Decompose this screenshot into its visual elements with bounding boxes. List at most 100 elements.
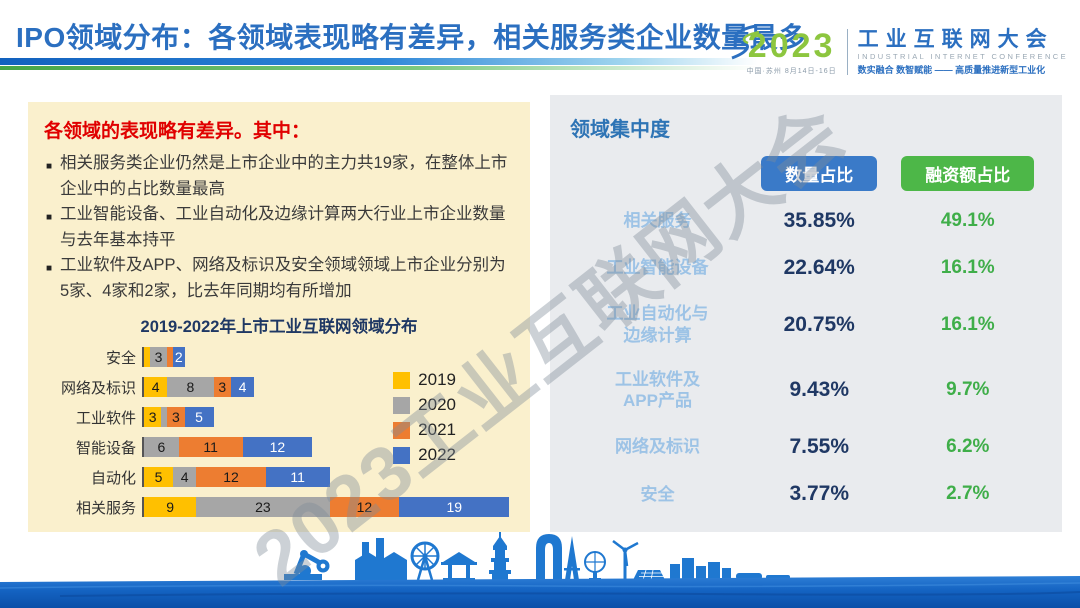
funding-share-value: 16.1% bbox=[940, 256, 995, 278]
bar-segment-2022: 5 bbox=[184, 407, 214, 428]
bullet-text: 工业软件及APP、网络及标识及安全领域领域上市企业分别为5家、4家和2家，比去年… bbox=[60, 256, 506, 300]
bar-segment-2019: 4 bbox=[144, 377, 168, 398]
bullet-marker-icon: ■ bbox=[46, 161, 53, 172]
bar-segment-2022: 4 bbox=[230, 377, 255, 398]
page-title: IPO领域分布：各领域表现略有差异，相关服务类企业数量最多 bbox=[16, 22, 807, 53]
eiffel-tower-icon bbox=[564, 536, 580, 580]
bullet-item: ■ 工业智能设备、工业自动化及边缘计算两大行业上市企业数量与去年基本持平 bbox=[44, 202, 514, 253]
bar-chart: 安全 3 2 网络及标识 4 8 3 4 工业软件 3 3 5 智能设备 6 11 12 自动化 5 4 12 11 相关… bbox=[44, 346, 514, 518]
logo-swoosh-icon bbox=[731, 24, 760, 60]
bar-segment-2022: 2 bbox=[172, 347, 185, 368]
bullet-marker-icon: ■ bbox=[46, 263, 53, 275]
bar-segment-2021: 12 bbox=[196, 467, 266, 488]
bar-segment-2019: 3 bbox=[144, 407, 162, 428]
header-divider-blue bbox=[0, 58, 758, 65]
table-row: 工业智能设备 22.64% 16.1% bbox=[570, 256, 1042, 280]
chart-category-label: 安全 bbox=[105, 349, 136, 367]
bar-segment-2020: 6 bbox=[144, 437, 179, 458]
bar-segment-2020 bbox=[161, 407, 168, 428]
legend-label: 2019 bbox=[418, 370, 456, 390]
pagoda-tower-icon bbox=[489, 532, 511, 580]
robot-arm-icon bbox=[284, 550, 330, 580]
logo-name: 工业互联网大会 bbox=[857, 28, 1054, 51]
factory-icon bbox=[355, 538, 407, 580]
header-divider-green bbox=[0, 66, 758, 70]
stacked-bar: 6 11 12 bbox=[142, 437, 514, 458]
bullet-text: 相关服务类企业仍然是上市企业中的主力共19家，在整体上市企业中的占比数量最高 bbox=[60, 154, 508, 198]
bar-segment-2020: 3 bbox=[149, 347, 168, 368]
bar-segment-2022: 12 bbox=[242, 437, 313, 458]
ferris-wheel-icon bbox=[410, 541, 440, 581]
logo-year: 2023 bbox=[747, 26, 836, 65]
funding-share-value: 2.7% bbox=[946, 483, 990, 505]
legend-swatch bbox=[393, 446, 411, 464]
legend-swatch bbox=[393, 371, 411, 389]
funding-share-value: 16.1% bbox=[940, 313, 995, 335]
concentration-heading: 领域集中度 bbox=[570, 119, 670, 141]
bullet-text: 工业智能设备、工业自动化及边缘计算两大行业上市企业数量与去年基本持平 bbox=[60, 205, 506, 249]
sector-label: 网络及标识 bbox=[615, 437, 700, 457]
analysis-heading: 各领域的表现略有差异。其中： bbox=[44, 121, 311, 142]
bullet-marker-icon: ■ bbox=[46, 212, 53, 224]
chart-row: 安全 3 2 bbox=[44, 346, 514, 368]
bar-segment-2021: 3 bbox=[213, 377, 231, 398]
legend-item: 2021 bbox=[393, 420, 456, 440]
chart-category-label: 工业软件 bbox=[75, 409, 136, 427]
bullet-list: ■ 相关服务类企业仍然是上市企业中的主力共19家，在整体上市企业中的占比数量最高 ■… bbox=[44, 151, 514, 304]
bar-segment-2022: 19 bbox=[399, 497, 510, 518]
concentration-panel: 领域集中度 数量占比 融资额占比 相关服务 35.85% 49.1% 工业智能设备 22… bbox=[550, 95, 1062, 532]
chart-legend: 2019 2020 2021 2022 bbox=[393, 370, 456, 465]
logo-slogan: 数实融合 数智赋能 —— 高质量推进新型工业化 bbox=[857, 65, 1046, 76]
bar-segment-2020: 4 bbox=[173, 467, 197, 488]
legend-label: 2020 bbox=[418, 395, 456, 415]
buildings-icon bbox=[670, 558, 731, 580]
logo-separator bbox=[846, 29, 848, 76]
logo-name-block: 工业互联网大会 INDUSTRIAL INTERNET CONFERENCE 数… bbox=[858, 28, 1068, 76]
spacer-cell bbox=[570, 156, 745, 191]
logo-name-en: INDUSTRIAL INTERNET CONFERENCE bbox=[857, 52, 1068, 62]
gate-tower-icon bbox=[536, 534, 562, 580]
legend-label: 2022 bbox=[418, 445, 456, 465]
conference-logo: 2023 中国·苏州 8月14日-16日 工业互联网大会 INDUSTRIAL … bbox=[731, 24, 1068, 76]
legend-swatch bbox=[393, 396, 411, 414]
stacked-bar: 5 4 12 11 bbox=[142, 467, 514, 488]
chart-category-label: 网络及标识 bbox=[60, 379, 136, 397]
legend-item: 2019 bbox=[393, 370, 456, 390]
logo-date-line: 中国·苏州 8月14日-16日 bbox=[746, 67, 837, 75]
bar-segment-2021: 3 bbox=[167, 407, 185, 428]
skyline-graphic bbox=[0, 532, 1080, 608]
sector-label: 工业软件及 APP产品 bbox=[615, 370, 700, 411]
table-row: 工业自动化与 边缘计算 20.75% 16.1% bbox=[570, 303, 1042, 346]
bullet-item: ■ 工业软件及APP、网络及标识及安全领域领域上市企业分别为5家、4家和2家，比去… bbox=[44, 253, 514, 304]
legend-label: 2021 bbox=[418, 420, 456, 440]
count-share-value: 22.64% bbox=[783, 255, 855, 279]
count-share-value: 9.43% bbox=[789, 378, 850, 402]
table-row: 安全 3.77% 2.7% bbox=[570, 482, 1042, 506]
sector-label: 安全 bbox=[640, 484, 675, 504]
count-share-value: 7.55% bbox=[789, 434, 850, 458]
concentration-rows: 相关服务 35.85% 49.1% 工业智能设备 22.64% 16.1% 工业自动化与 边… bbox=[570, 191, 1042, 522]
sector-label: 工业智能设备 bbox=[606, 258, 709, 278]
solar-panel-icon bbox=[633, 569, 665, 581]
chart-category-label: 智能设备 bbox=[75, 439, 136, 457]
table-row: 相关服务 35.85% 49.1% bbox=[570, 209, 1042, 233]
wind-turbine-icon bbox=[612, 540, 639, 580]
count-share-value: 35.85% bbox=[783, 208, 855, 232]
count-share-pill: 数量占比 bbox=[761, 156, 878, 191]
funding-share-value: 6.2% bbox=[946, 435, 990, 457]
chart-row: 相关服务 9 23 12 19 bbox=[44, 496, 514, 518]
funding-share-value: 9.7% bbox=[946, 379, 990, 401]
bar-segment-2020: 23 bbox=[196, 497, 330, 518]
water-band bbox=[0, 576, 1080, 608]
table-row: 网络及标识 7.55% 6.2% bbox=[570, 435, 1042, 459]
globe-antenna-icon bbox=[584, 551, 606, 581]
legend-swatch bbox=[393, 421, 411, 439]
bar-segment-2021: 11 bbox=[178, 437, 243, 458]
bar-segment-2021: 12 bbox=[329, 497, 400, 518]
chart-title: 2019-2022年上市工业互联网领域分布 bbox=[140, 318, 418, 337]
bar-segment-2019: 9 bbox=[144, 497, 197, 518]
count-share-value: 20.75% bbox=[783, 312, 855, 336]
